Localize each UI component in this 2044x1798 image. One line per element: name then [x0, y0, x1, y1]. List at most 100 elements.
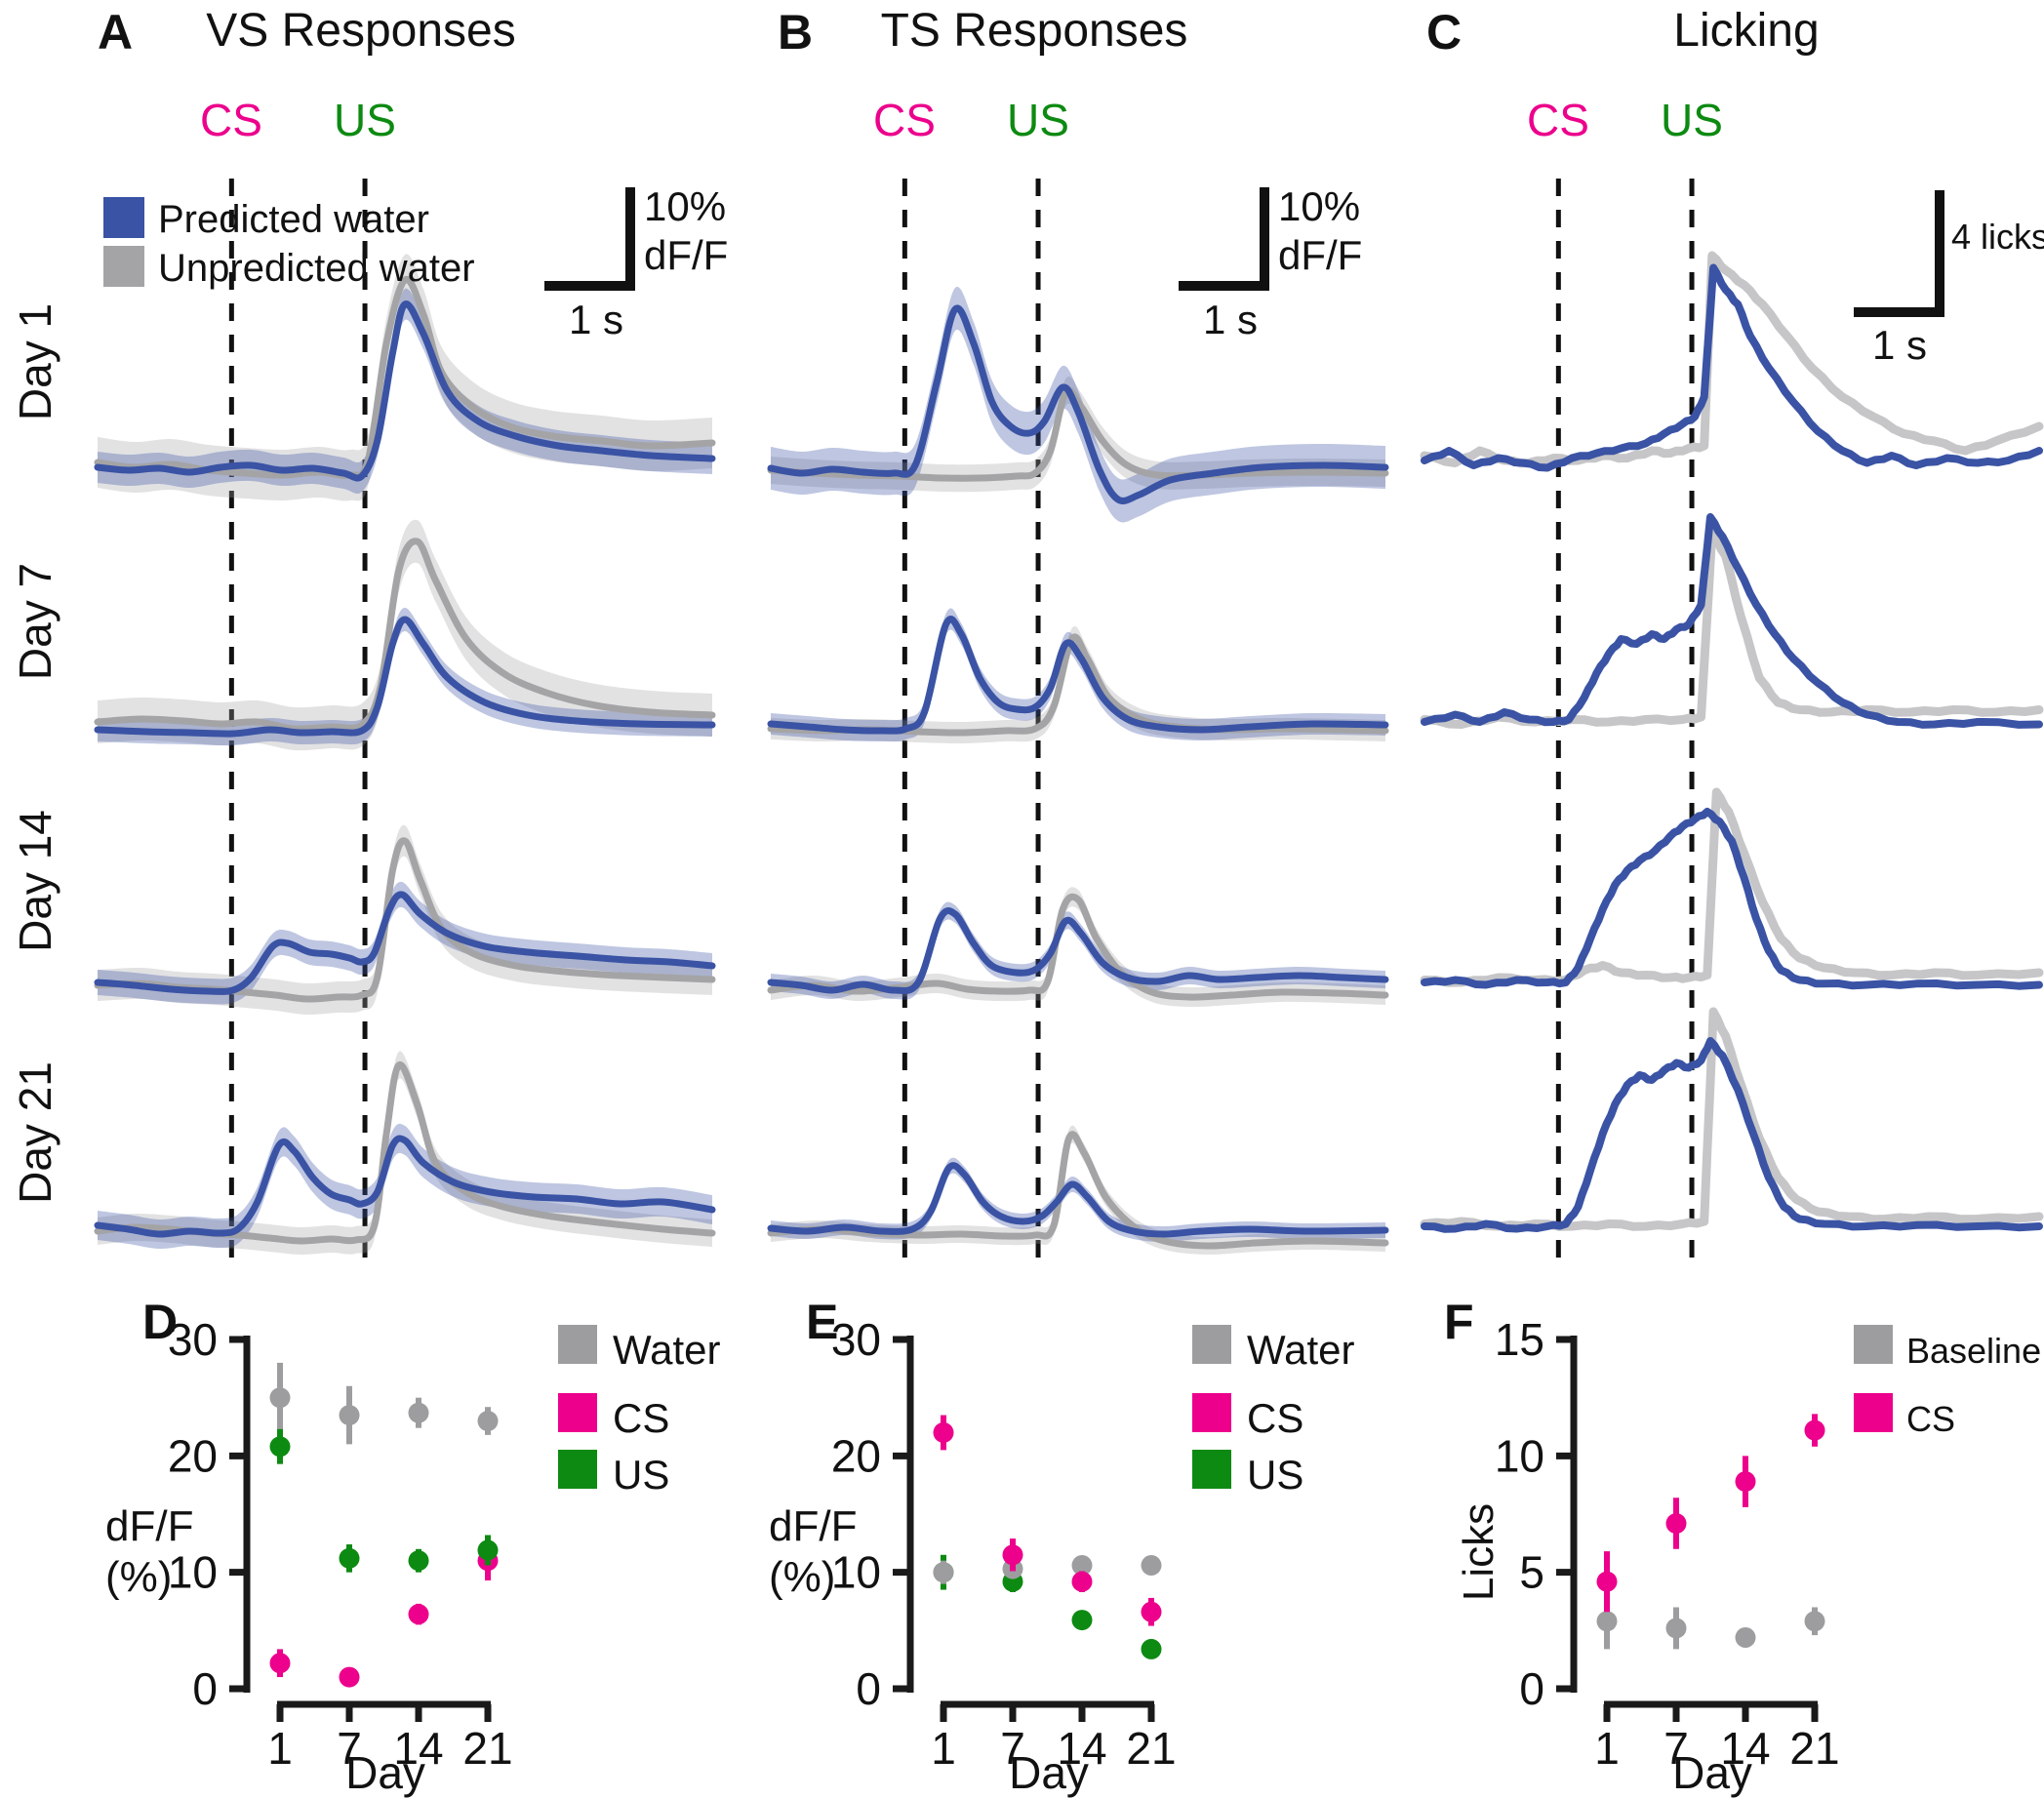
us-label-b: US [1007, 95, 1069, 145]
trace-C-row2-predicted [1421, 513, 2043, 729]
point-D-cs-day1 [269, 1653, 291, 1674]
point-D-us-day14 [408, 1550, 429, 1572]
scalebar-a-unit: dF/F [644, 232, 729, 278]
band-A-row3-unpredicted [98, 824, 712, 1016]
x-tick-label-E-1: 1 [931, 1723, 956, 1774]
point-E-cs-day14 [1071, 1571, 1093, 1592]
x-tick-label-D-7: 7 [337, 1723, 362, 1774]
y-tick-label-F-5: 5 [1519, 1547, 1544, 1598]
legend-swatch-unpredicted [103, 246, 144, 287]
point-F-baseline-day21 [1804, 1611, 1825, 1632]
f-legend-label-baseline: Baseline [1906, 1331, 2042, 1371]
point-F-baseline-day1 [1596, 1611, 1618, 1632]
x-tick-label-D-21: 21 [462, 1723, 512, 1774]
point-D-water-day7 [339, 1405, 360, 1426]
x-tick-label-F-21: 21 [1789, 1723, 1839, 1774]
f-legend-swatch-cs [1854, 1393, 1893, 1432]
trace-A-row2-unpredicted [94, 538, 716, 733]
x-tick-label-F-1: 1 [1594, 1723, 1620, 1774]
point-E-us-day21 [1141, 1638, 1162, 1659]
point-F-cs-day21 [1804, 1419, 1825, 1441]
trace-C-row3-unpredicted [1420, 787, 2044, 987]
d-legend-swatch-cs [558, 1393, 597, 1432]
d-ylabel-line1: dF/F [105, 1502, 194, 1550]
legend-label-unpredicted: Unpredicted water [158, 247, 475, 290]
y-tick-label-D-30: 30 [168, 1314, 218, 1365]
e-xlabel: Day [1009, 1747, 1089, 1798]
x-tick-label-E-14: 14 [1057, 1723, 1106, 1774]
band-A-row2-unpredicted [98, 519, 712, 751]
legend-swatch-predicted [103, 197, 144, 238]
cs-label-a: CS [200, 95, 262, 145]
d-legend-swatch-water [558, 1325, 597, 1364]
e-legend-label-us: US [1247, 1452, 1304, 1498]
y-tick-label-D-10: 10 [168, 1547, 218, 1598]
point-D-water-day14 [408, 1402, 429, 1423]
trace-C-row4-unpredicted [1420, 1007, 2044, 1231]
point-D-us-day7 [339, 1547, 360, 1569]
point-E-water-day21 [1141, 1555, 1162, 1577]
x-tick-label-E-21: 21 [1126, 1723, 1176, 1774]
point-E-cs-day1 [933, 1421, 954, 1443]
row-label-day14: Day 14 [10, 810, 60, 952]
d-legend-label-cs: CS [613, 1395, 670, 1441]
point-E-us-day14 [1071, 1610, 1093, 1631]
e-legend-swatch-us [1192, 1450, 1231, 1489]
e-legend-label-water: Water [1247, 1327, 1355, 1373]
panel-letter-d: D [142, 1295, 179, 1349]
e-ylabel-line1: dF/F [769, 1502, 858, 1550]
scalebar-a-time: 1 s [568, 297, 624, 342]
trace-B-row4-unpredicted [767, 1131, 1389, 1250]
point-E-water-day1 [933, 1562, 954, 1583]
point-F-baseline-day14 [1735, 1626, 1756, 1648]
scalebar-b-time: 1 s [1202, 297, 1259, 342]
us-label-c: US [1661, 95, 1723, 145]
y-tick-label-D-0: 0 [192, 1663, 218, 1714]
scalebar-B [1179, 187, 1269, 291]
x-tick-label-F-14: 14 [1720, 1723, 1770, 1774]
row-label-day1: Day 1 [10, 302, 60, 421]
panel-letter-a: A [98, 5, 134, 60]
band-A-row2-predicted [98, 608, 712, 746]
scalebar-a-value: 10% [644, 183, 727, 229]
row-label-day7: Day 7 [10, 562, 60, 681]
e-legend-swatch-cs [1192, 1393, 1231, 1432]
scalebar-c-time: 1 s [1871, 322, 1928, 368]
scalebar-b-unit: dF/F [1278, 232, 1363, 278]
y-tick-label-D-20: 20 [168, 1430, 218, 1481]
scalebar-b-value: 10% [1278, 183, 1361, 229]
panel-letter-f: F [1444, 1295, 1474, 1349]
y-tick-label-E-20: 20 [831, 1430, 881, 1481]
trace-A-row4-predicted [94, 1135, 716, 1238]
trace-A-row3-predicted [94, 891, 716, 995]
f-legend-label-cs: CS [1906, 1399, 1956, 1439]
d-legend-label-water: Water [613, 1327, 721, 1373]
x-tick-label-E-7: 7 [1000, 1723, 1025, 1774]
legend-label-predicted: Predicted water [158, 198, 429, 241]
point-E-cs-day7 [1002, 1544, 1023, 1566]
f-legend-swatch-baseline [1854, 1325, 1893, 1364]
x-tick-label-D-14: 14 [393, 1723, 443, 1774]
f-xlabel: Day [1672, 1747, 1752, 1798]
point-F-baseline-day7 [1665, 1618, 1687, 1639]
trace-B-row1-predicted [767, 304, 1389, 504]
y-tick-label-E-0: 0 [856, 1663, 881, 1714]
point-F-cs-day14 [1735, 1471, 1756, 1493]
trace-C-row1-predicted [1421, 263, 2043, 472]
f-ylabel: Licks [1455, 1502, 1503, 1602]
row-label-day21: Day 21 [10, 1061, 60, 1204]
band-A-row1-predicted [98, 288, 712, 495]
trace-B-row2-predicted [767, 616, 1389, 735]
trace-A-row2-predicted [94, 616, 716, 738]
cs-label-c: CS [1527, 95, 1589, 145]
point-D-water-day21 [477, 1411, 499, 1432]
x-tick-label-F-7: 7 [1663, 1723, 1689, 1774]
y-tick-label-E-30: 30 [831, 1314, 881, 1365]
y-tick-label-E-10: 10 [831, 1547, 881, 1598]
panel-letter-c: C [1426, 5, 1463, 60]
e-ylabel-line2: (%) [769, 1553, 836, 1601]
scalebar-C [1854, 190, 1944, 317]
trace-B-row4-predicted [767, 1162, 1389, 1238]
d-ylabel-line2: (%) [105, 1553, 173, 1601]
